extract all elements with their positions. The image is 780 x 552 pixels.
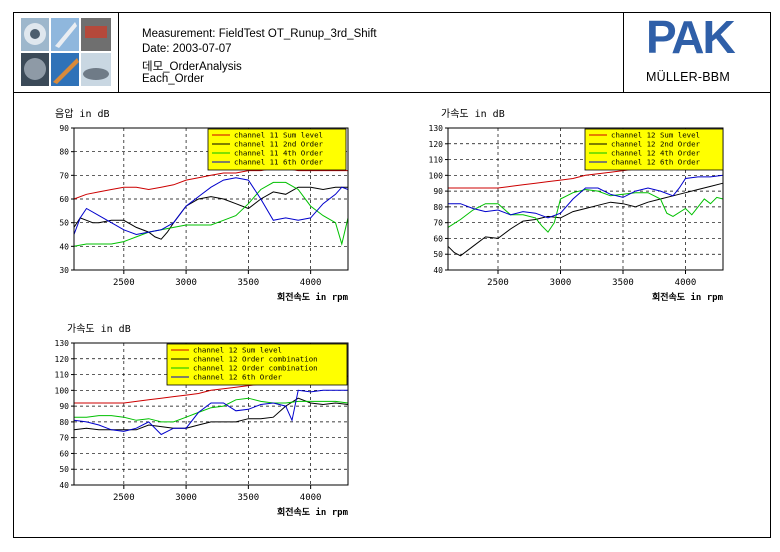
legend-label: channel 12 2nd Order — [611, 140, 701, 149]
y-tick-label: 110 — [429, 156, 444, 165]
y-tick-label: 40 — [59, 481, 69, 490]
y-tick-label: 70 — [433, 219, 443, 228]
x-tick-label: 3000 — [550, 278, 572, 288]
chart-2: 가속도 in dB 40 50 60 70 80 90 100 110 120 130 2500 300… — [429, 108, 724, 303]
y-tick-label: 50 — [433, 250, 443, 259]
legend-box — [207, 128, 347, 171]
plot-frame — [73, 127, 349, 271]
series-line — [447, 182, 724, 257]
legend-label: channel 12 6th Order — [611, 158, 701, 167]
y-tick-label: 110 — [55, 371, 70, 380]
y-tick-label: 40 — [433, 266, 443, 275]
x-tick-label: 3500 — [238, 278, 260, 288]
series-line — [448, 174, 724, 219]
x-tick-label: 2500 — [113, 493, 135, 503]
brand-logo-box — [623, 12, 771, 92]
y-tick-label: 120 — [429, 140, 444, 149]
legend-label: channel 11 6th Order — [234, 158, 324, 167]
legend-label: channel 12 4th Order — [611, 149, 701, 158]
y-tick-label: 30 — [59, 266, 69, 275]
legend-label: channel 11 2nd Order — [234, 140, 324, 149]
plot-frame — [447, 127, 724, 271]
date-line: Date: 2003-07-07 — [142, 43, 232, 55]
y-tick-label: 90 — [59, 402, 69, 411]
measurement-line: Measurement: FieldTest OT_Runup_3rd_Shif… — [142, 28, 377, 40]
series-line — [73, 167, 348, 200]
y-tick-label: 100 — [55, 386, 70, 395]
chart-1: 음압 in dB 30 40 50 60 70 80 90 2500 3000 3500 4000 회전… — [55, 107, 349, 303]
photo-collage-image — [21, 18, 111, 86]
section-line: Each_Order — [142, 73, 205, 85]
x-tick-label: 4000 — [300, 493, 322, 503]
pak-logo: PAK — [646, 11, 736, 63]
chart-title: 음압 in dB — [55, 107, 110, 120]
series-line — [74, 397, 349, 423]
series-line — [447, 188, 724, 233]
x-tick-label: 2500 — [113, 278, 135, 288]
legend-box — [584, 128, 724, 171]
x-axis-label: 회전속도 in rpm — [277, 291, 349, 303]
x-tick-label: 3000 — [175, 278, 197, 288]
y-tick-label: 130 — [55, 339, 70, 348]
y-tick-label: 70 — [59, 171, 69, 180]
legend-label: channel 12 Sum level — [611, 131, 700, 140]
chart-title: 가속도 in dB — [441, 108, 505, 120]
legend-label: channel 12 Sum level — [193, 346, 282, 355]
x-tick-label: 4000 — [300, 278, 322, 288]
series-line — [73, 186, 348, 240]
y-tick-label: 90 — [59, 124, 69, 133]
legend-label: channel 11 4th Order — [234, 149, 324, 158]
x-axis-label: 회전속도 in rpm — [652, 291, 724, 303]
y-tick-label: 80 — [59, 418, 69, 427]
x-axis-label: 회전속도 in rpm — [277, 506, 349, 518]
chart-title: 가속도 in dB — [67, 323, 131, 335]
y-tick-label: 50 — [59, 465, 69, 474]
y-tick-label: 90 — [433, 187, 443, 196]
plot-frame — [73, 342, 349, 486]
photo-collage — [13, 12, 119, 92]
y-tick-label: 100 — [429, 171, 444, 180]
y-tick-label: 60 — [59, 195, 69, 204]
legend-label: channel 12 6th Order — [193, 373, 283, 382]
y-tick-label: 60 — [59, 449, 69, 458]
series-line — [73, 177, 349, 236]
brand-subtitle: MÜLLER-BBM — [646, 70, 730, 84]
y-tick-label: 70 — [59, 434, 69, 443]
header-divider — [13, 92, 771, 93]
series-line — [73, 389, 348, 436]
y-tick-label: 130 — [429, 124, 444, 133]
y-tick-label: 120 — [55, 355, 70, 364]
x-tick-label: 3500 — [612, 278, 634, 288]
report-frame — [13, 12, 771, 538]
y-tick-label: 60 — [433, 234, 443, 243]
y-tick-label: 50 — [59, 219, 69, 228]
x-tick-label: 2500 — [487, 278, 509, 288]
legend-box — [166, 343, 348, 386]
legend-label: channel 12 Order combination — [193, 364, 318, 373]
x-tick-label: 3000 — [175, 493, 197, 503]
x-tick-label: 3500 — [238, 493, 260, 503]
y-tick-label: 40 — [59, 242, 69, 251]
series-line — [73, 181, 349, 247]
series-line — [73, 397, 349, 431]
x-tick-label: 4000 — [675, 278, 697, 288]
analysis-line: 데모_OrderAnalysis — [142, 61, 242, 73]
chart-3: 가속도 in dB 40 50 60 70 80 90 100 110 120 130 2500 300… — [55, 323, 349, 518]
y-tick-label: 80 — [433, 203, 443, 212]
y-tick-label: 80 — [59, 148, 69, 157]
legend-label: channel 12 Order combination — [193, 355, 318, 364]
legend-label: channel 11 Sum level — [234, 131, 323, 140]
